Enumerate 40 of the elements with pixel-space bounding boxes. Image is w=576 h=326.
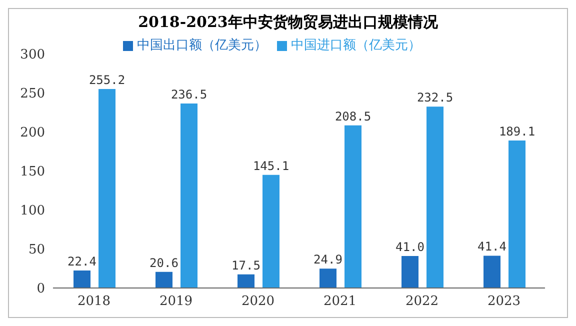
data-label: 24.9 bbox=[314, 252, 342, 267]
x-tick-label: 2020 bbox=[241, 294, 275, 310]
legend-label: 中国进口额（亿美元） bbox=[291, 38, 421, 53]
bar bbox=[238, 274, 254, 288]
data-label: 236.5 bbox=[170, 88, 208, 102]
y-tick-label: 150 bbox=[20, 164, 45, 180]
x-tick-label: 2019 bbox=[159, 294, 193, 310]
y-tick-label: 250 bbox=[20, 86, 45, 102]
x-tick-label: 2021 bbox=[323, 294, 357, 310]
data-label: 41.0 bbox=[396, 240, 424, 254]
x-tick-label: 2022 bbox=[405, 294, 439, 310]
bar bbox=[426, 106, 444, 288]
bar bbox=[508, 140, 526, 288]
bar bbox=[262, 174, 280, 288]
y-tick-label: 50 bbox=[28, 242, 45, 258]
data-label: 232.5 bbox=[416, 90, 454, 105]
data-label: 41.4 bbox=[478, 240, 506, 254]
bar bbox=[402, 256, 418, 288]
bar bbox=[320, 268, 336, 288]
data-label: 189.1 bbox=[498, 124, 536, 138]
data-label: 208.5 bbox=[334, 109, 372, 124]
bar bbox=[98, 88, 116, 288]
data-label: 17.5 bbox=[232, 258, 260, 272]
bar bbox=[180, 104, 198, 288]
x-tick-label: 2018 bbox=[77, 294, 111, 310]
legend-label: 中国出口额（亿美元） bbox=[137, 38, 267, 53]
bar bbox=[74, 270, 90, 288]
data-label: 145.1 bbox=[252, 158, 290, 173]
x-tick-label: 2023 bbox=[487, 294, 521, 310]
y-tick-label: 300 bbox=[20, 48, 45, 63]
y-tick-label: 100 bbox=[20, 204, 45, 219]
chart-title: 2018-2023年中安货物贸易进出口规模情况 bbox=[137, 13, 439, 32]
bar bbox=[344, 125, 362, 288]
y-tick-label: 200 bbox=[20, 126, 45, 141]
data-label: 22.4 bbox=[68, 254, 96, 269]
data-label: 20.6 bbox=[150, 256, 178, 270]
bar bbox=[484, 256, 500, 288]
data-label: 255.2 bbox=[88, 72, 126, 87]
y-tick-label: 0 bbox=[36, 282, 45, 297]
bar bbox=[156, 272, 172, 288]
